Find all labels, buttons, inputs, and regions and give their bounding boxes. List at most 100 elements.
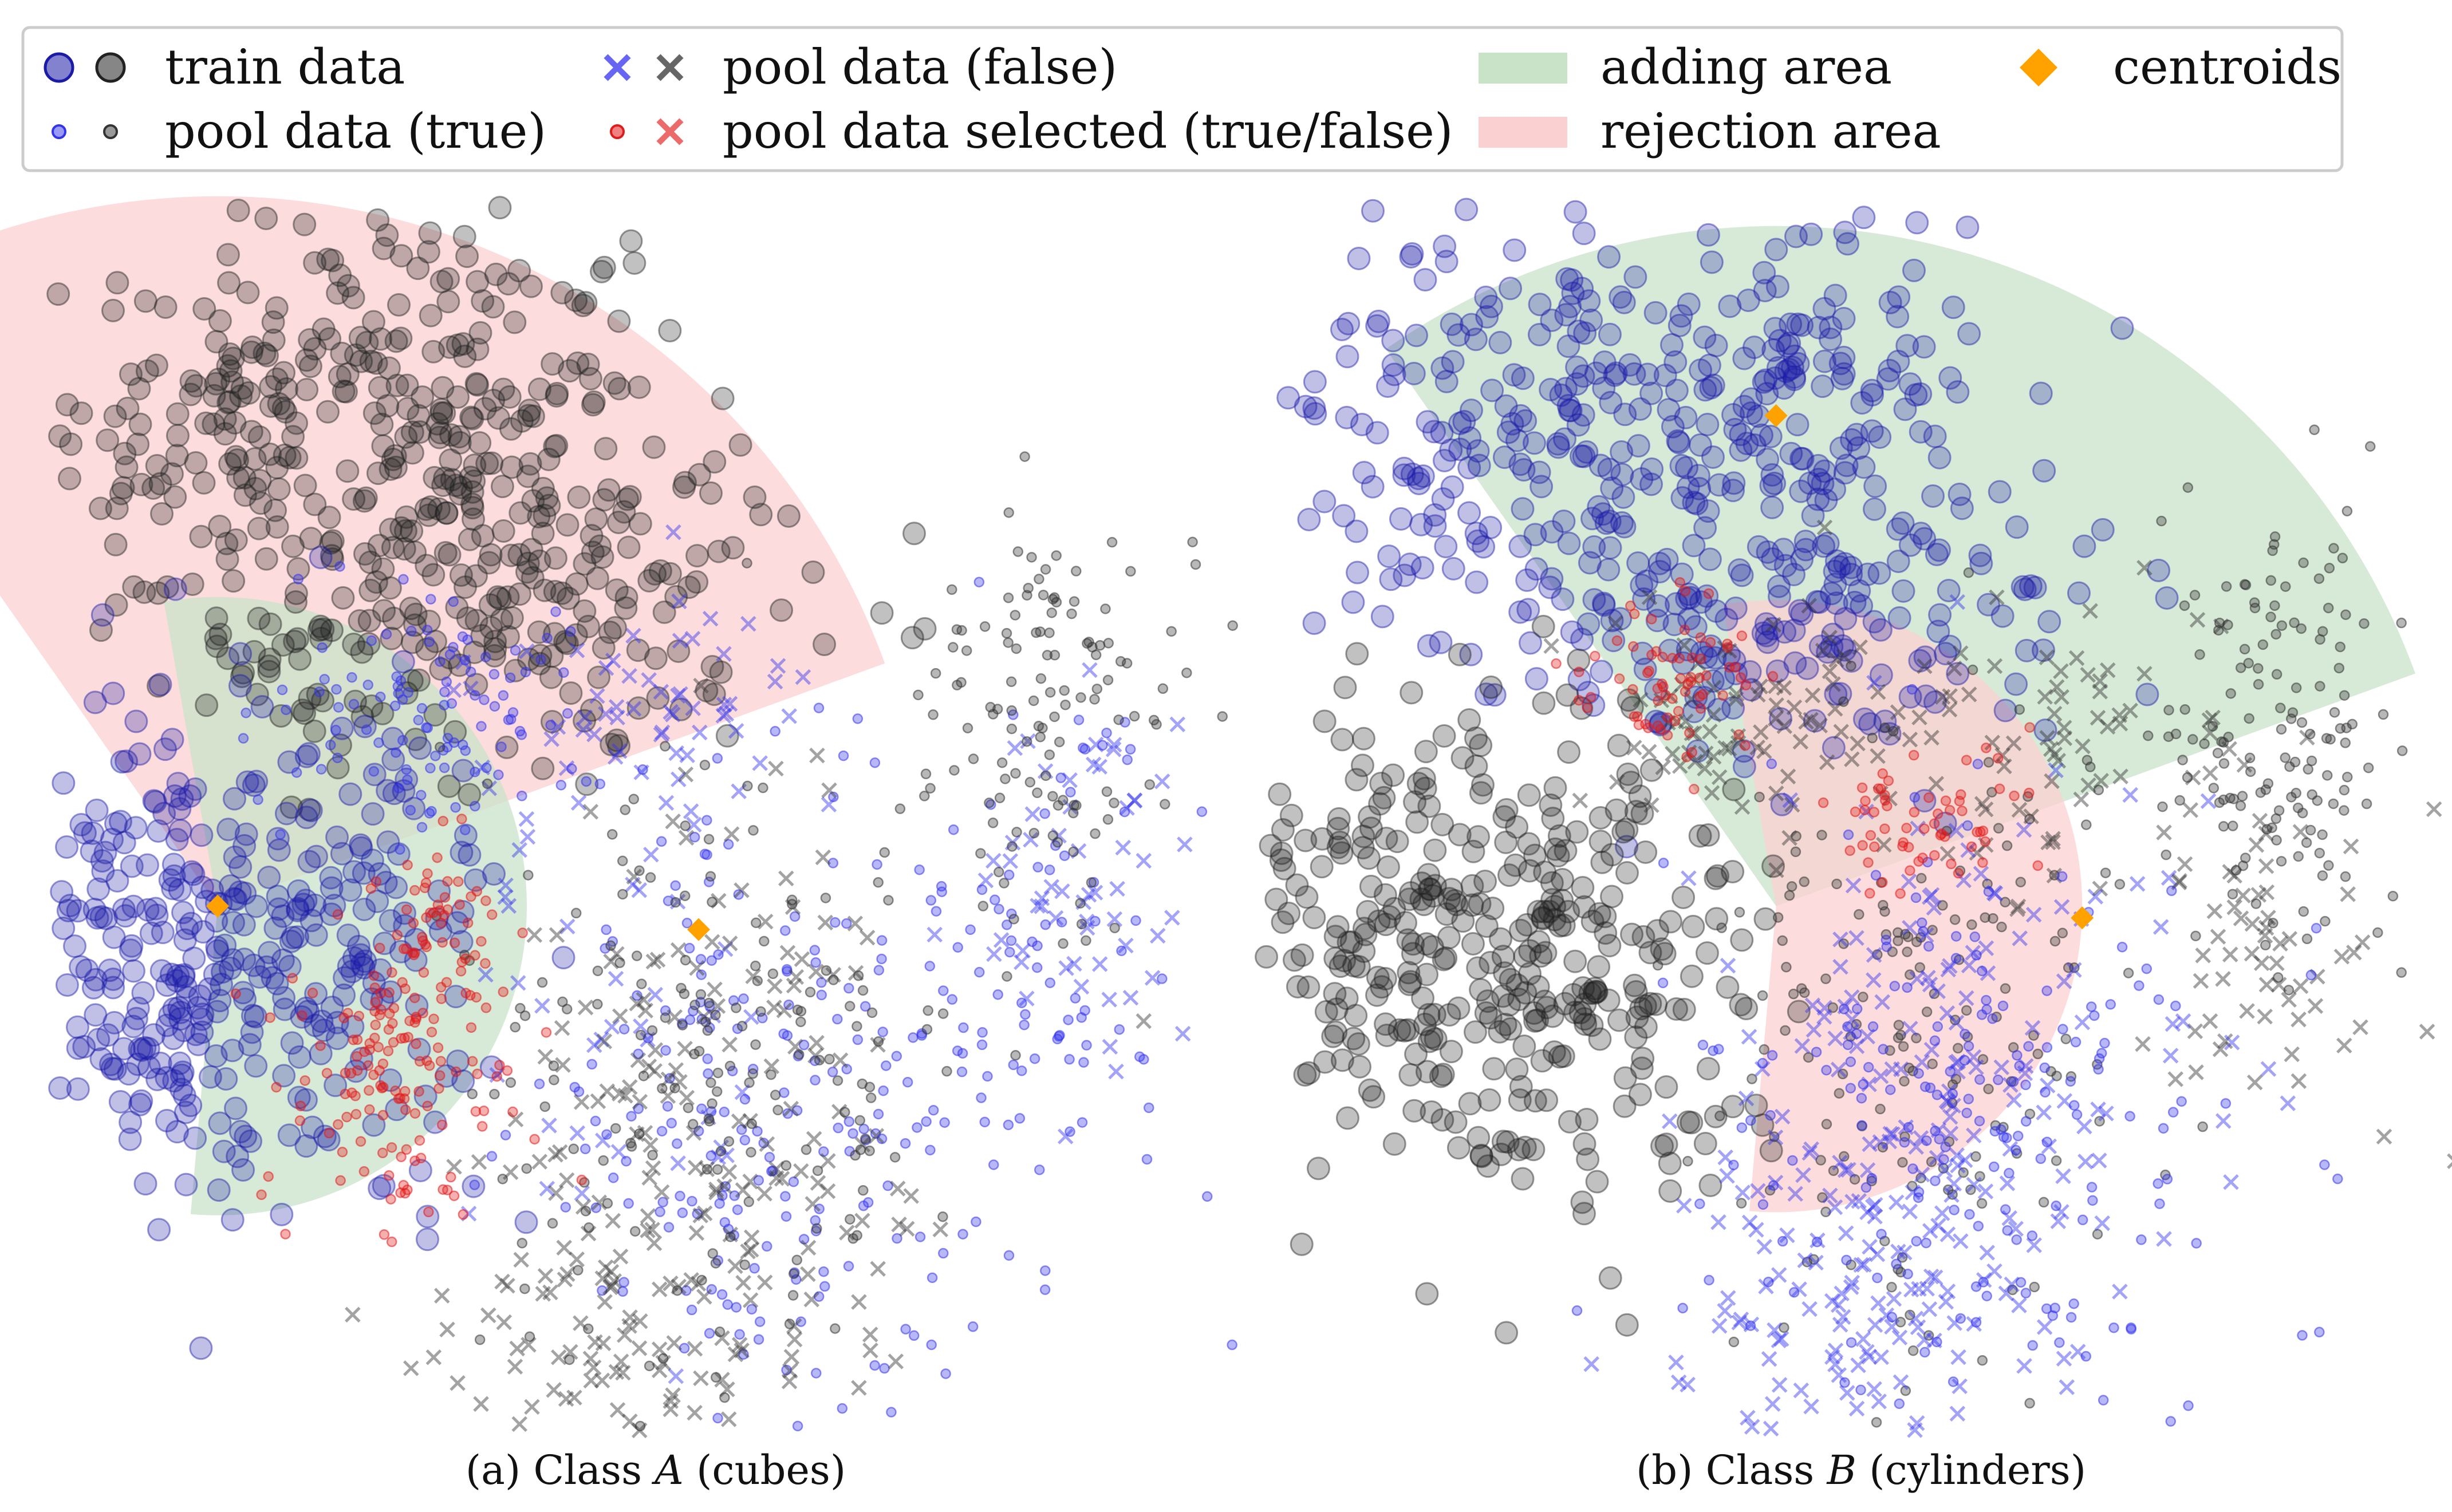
train-point bbox=[218, 342, 242, 366]
pool-true-point bbox=[1811, 1047, 1822, 1057]
pool-true-point bbox=[1571, 1305, 1583, 1316]
train-point bbox=[1646, 919, 1670, 943]
train-point bbox=[1361, 475, 1385, 499]
selected-pool-point bbox=[413, 1086, 424, 1097]
train-point bbox=[462, 469, 486, 494]
selected-pool-point bbox=[456, 957, 468, 968]
train-point bbox=[1822, 736, 1846, 760]
train-point bbox=[274, 802, 298, 826]
pool-true-point bbox=[947, 584, 957, 595]
train-point bbox=[425, 412, 450, 436]
train-point bbox=[243, 1005, 267, 1029]
train-point bbox=[435, 501, 459, 525]
train-point bbox=[265, 515, 289, 539]
train-point bbox=[1556, 334, 1580, 358]
pool-true-point bbox=[1962, 820, 1973, 831]
train-point bbox=[1358, 805, 1382, 829]
train-point bbox=[1464, 726, 1488, 750]
train-point bbox=[1784, 224, 1808, 248]
pool-false-cross bbox=[1091, 759, 1107, 775]
train-point bbox=[559, 681, 583, 705]
selected-pool-point bbox=[460, 988, 471, 998]
pool-true-point bbox=[1001, 627, 1012, 639]
pool-true-point bbox=[850, 1150, 861, 1161]
train-point bbox=[695, 678, 719, 702]
pool-true-point bbox=[1981, 994, 1992, 1006]
pool-false-cross bbox=[868, 1128, 885, 1144]
pool-true-point bbox=[1846, 660, 1856, 672]
train-point bbox=[271, 904, 295, 928]
pool-true-point bbox=[818, 1146, 829, 1157]
pool-true-point bbox=[858, 1200, 869, 1211]
train-point bbox=[272, 1064, 296, 1088]
pool-false-cross bbox=[1850, 735, 1866, 752]
pool-false-cross bbox=[2257, 1008, 2273, 1025]
pool-true-point bbox=[2007, 1284, 2018, 1296]
train-point bbox=[1634, 840, 1658, 864]
pool-false-cross bbox=[684, 630, 701, 647]
train-point bbox=[464, 372, 488, 396]
train-point bbox=[1482, 1057, 1506, 1081]
train-point bbox=[142, 1023, 166, 1047]
train-point bbox=[226, 198, 250, 222]
train-point bbox=[575, 772, 599, 796]
train-point bbox=[1326, 915, 1350, 939]
pool-true-point bbox=[470, 767, 480, 777]
pool-true-point bbox=[900, 1138, 911, 1149]
pool-true-point bbox=[2094, 1116, 2105, 1127]
train-point bbox=[437, 543, 462, 567]
pool-true-point bbox=[843, 982, 854, 994]
train-point bbox=[108, 810, 132, 834]
pool-false-cross bbox=[1890, 704, 1906, 720]
selected-pool-point bbox=[376, 1083, 388, 1093]
pool-true-point bbox=[2167, 1107, 2179, 1118]
train-point bbox=[1609, 607, 1633, 631]
pool-true-point bbox=[712, 1412, 723, 1424]
train-point bbox=[1531, 906, 1555, 930]
pool-false-cross bbox=[742, 1174, 758, 1190]
train-point bbox=[1609, 285, 1633, 309]
pool-true-point bbox=[1856, 1120, 1867, 1131]
pool-true-point bbox=[1961, 1107, 1972, 1119]
train-point bbox=[116, 396, 140, 420]
pool-true-point bbox=[2301, 933, 2313, 945]
pool-false-cross bbox=[1087, 885, 1103, 901]
selected-pool-point bbox=[386, 1142, 397, 1153]
pool-true-point bbox=[610, 1123, 621, 1134]
pool-false-cross bbox=[1641, 744, 1657, 760]
pool-true-point bbox=[2261, 824, 2272, 835]
selected-pool-point bbox=[1686, 652, 1698, 664]
train-point bbox=[115, 455, 139, 479]
train-point bbox=[213, 407, 237, 431]
train-point bbox=[1580, 1013, 1604, 1037]
train-point bbox=[622, 251, 646, 275]
train-point bbox=[244, 1054, 268, 1078]
pool-true-point bbox=[1911, 1032, 1922, 1044]
pool-true-point bbox=[865, 1092, 877, 1103]
train-point bbox=[1535, 996, 1559, 1020]
pool-true-point bbox=[1028, 695, 1039, 706]
pool-true-point bbox=[656, 1126, 668, 1137]
train-point bbox=[1329, 954, 1353, 978]
pool-true-point bbox=[557, 996, 568, 1008]
train-point bbox=[224, 887, 248, 911]
train-point bbox=[707, 539, 731, 563]
pool-false-cross bbox=[575, 1199, 592, 1215]
train-point bbox=[1558, 294, 1582, 318]
pool-true-point bbox=[723, 1136, 735, 1147]
pool-true-point bbox=[1044, 687, 1056, 698]
train-point bbox=[208, 514, 232, 538]
pool-true-point bbox=[1977, 1054, 1989, 1065]
pool-false-cross bbox=[1801, 598, 1818, 614]
pool-false-cross bbox=[1710, 1214, 1726, 1230]
train-point bbox=[1345, 642, 1369, 666]
train-point bbox=[473, 397, 497, 421]
train-point bbox=[354, 486, 378, 510]
pool-true-point bbox=[1860, 1182, 1872, 1193]
train-point bbox=[1310, 855, 1334, 879]
pool-false-cross bbox=[1855, 1331, 1871, 1347]
train-point bbox=[499, 417, 523, 441]
train-point bbox=[2037, 610, 2061, 634]
pool-false-cross bbox=[889, 1181, 906, 1197]
pool-true-point bbox=[1090, 915, 1101, 927]
